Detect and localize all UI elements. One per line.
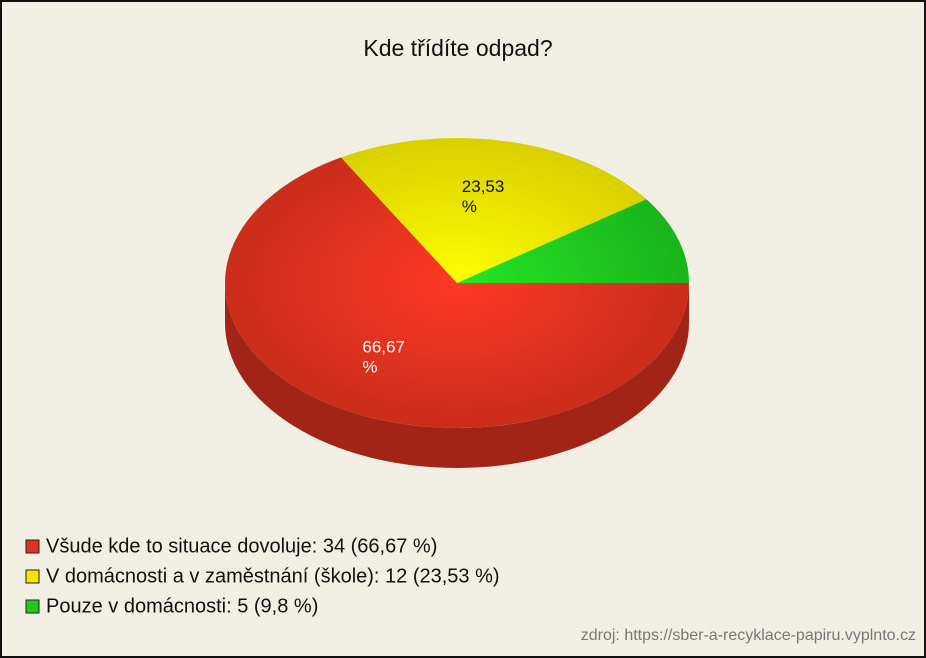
pie-slice [225,157,690,428]
pie-slice [341,138,647,283]
legend-swatch [25,569,40,584]
source: zdroj: https://sber-a-recyklace-papiru.v… [581,627,916,644]
slice-label: 66,67% [362,338,405,377]
slice-label: 23,53% [462,178,505,217]
legend-swatch [25,539,40,554]
pie-slice [457,199,689,283]
legend-swatch [25,599,40,614]
chart-title: Kde třídíte odpad? [363,35,552,61]
legend-label: Všude kde to situace dovoluje: 34 (66,67… [46,535,437,557]
legend-label: V domácnosti a v zaměstnání (škole): 12 … [46,565,500,587]
pie-side [225,283,689,468]
legend-label: Pouze v domácnosti: 5 (9,8 %) [46,595,318,617]
